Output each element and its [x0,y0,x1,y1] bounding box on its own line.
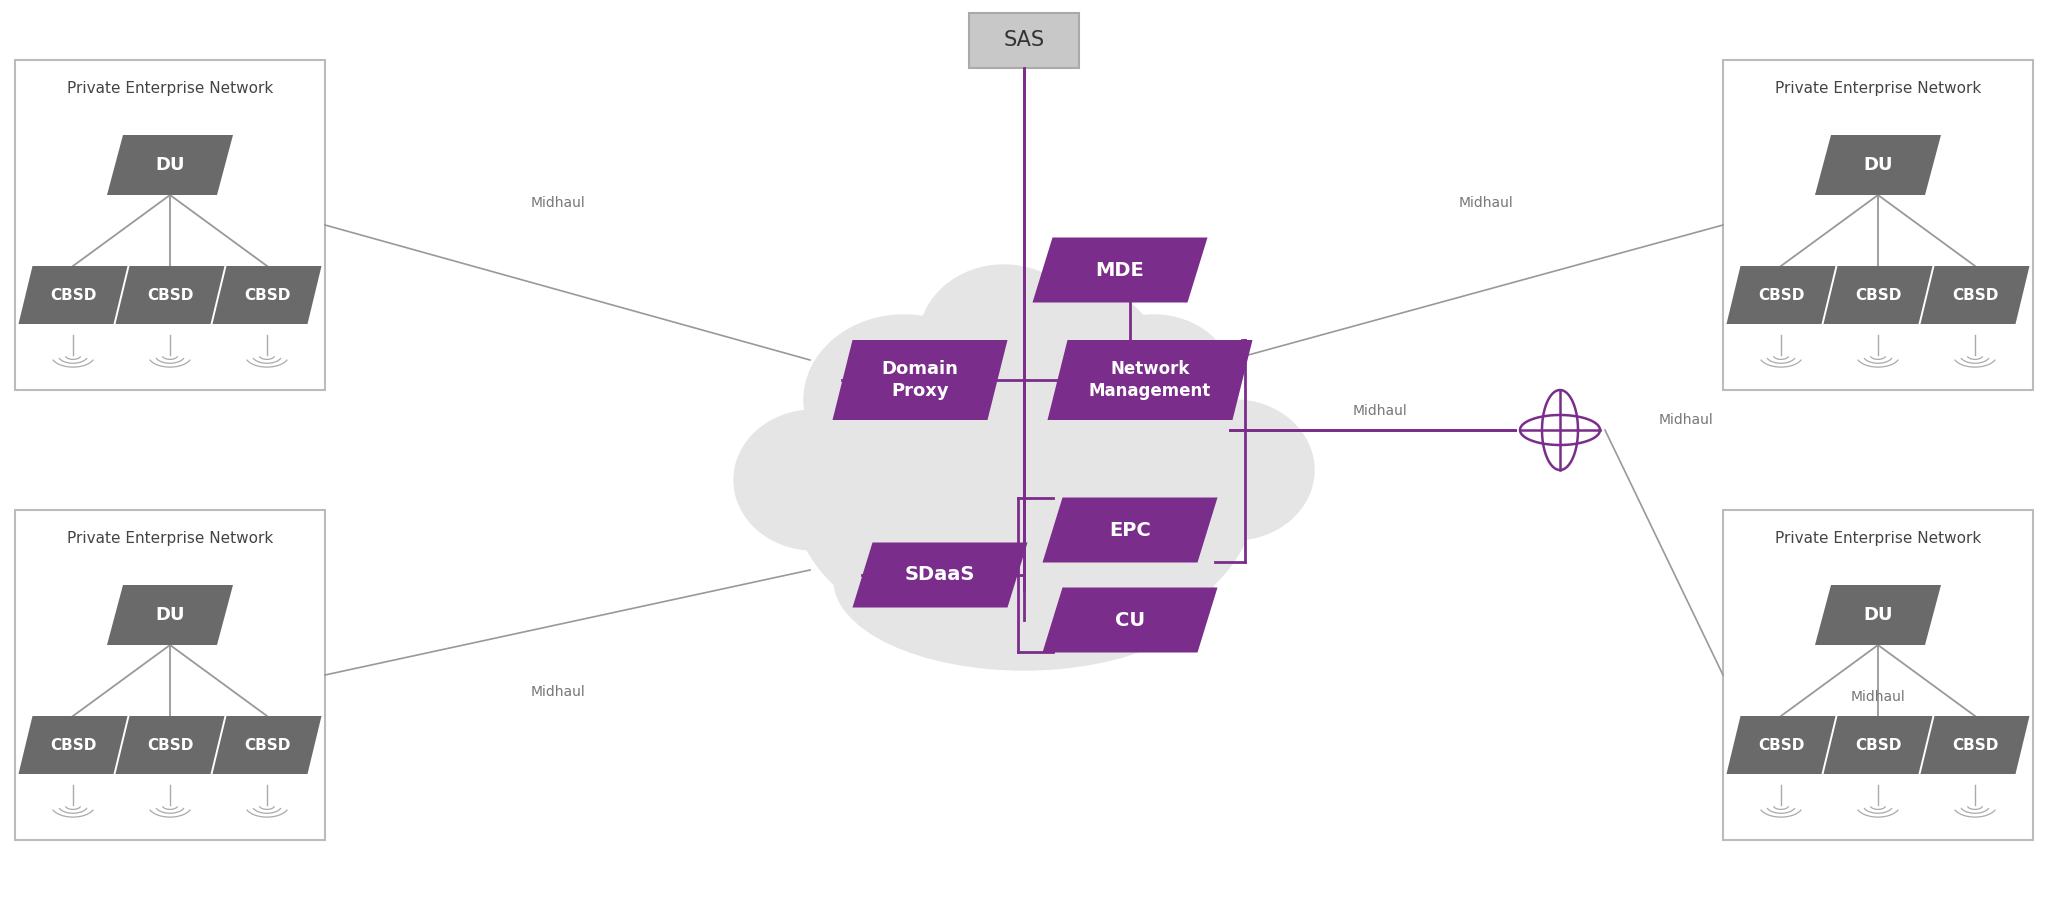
Text: Private Enterprise Network: Private Enterprise Network [1776,530,1980,545]
Text: Midhaul: Midhaul [1851,690,1905,704]
Polygon shape [213,716,322,774]
Polygon shape [213,266,322,324]
Text: CBSD: CBSD [1855,737,1901,752]
Text: CBSD: CBSD [1952,287,1999,302]
Ellipse shape [1073,315,1235,455]
Text: Private Enterprise Network: Private Enterprise Network [1776,80,1980,95]
Text: EPC: EPC [1110,520,1151,539]
Polygon shape [18,716,127,774]
Text: Network
Management: Network Management [1090,360,1210,400]
Text: Midhaul: Midhaul [1458,196,1513,210]
Polygon shape [831,340,1008,420]
Text: CU: CU [1114,610,1145,629]
Polygon shape [1042,588,1217,652]
Polygon shape [1823,716,1933,774]
Polygon shape [1726,266,1835,324]
Ellipse shape [944,277,1163,463]
Text: Private Enterprise Network: Private Enterprise Network [68,80,272,95]
Text: Midhaul: Midhaul [530,196,586,210]
Ellipse shape [1153,400,1315,540]
Text: CBSD: CBSD [244,287,291,302]
Text: CBSD: CBSD [1757,737,1804,752]
FancyBboxPatch shape [14,510,326,840]
Polygon shape [1726,716,1835,774]
Ellipse shape [733,410,895,550]
Text: CBSD: CBSD [1952,737,1999,752]
Polygon shape [106,135,233,195]
Text: MDE: MDE [1096,260,1145,280]
Text: Midhaul: Midhaul [1352,404,1407,418]
Text: DU: DU [156,156,184,174]
Text: CBSD: CBSD [1757,287,1804,302]
Polygon shape [1815,135,1942,195]
Ellipse shape [834,490,1214,670]
Ellipse shape [795,350,1253,650]
Polygon shape [1047,340,1253,420]
Polygon shape [106,585,233,645]
Polygon shape [1921,266,2030,324]
Polygon shape [1042,498,1217,562]
Text: CBSD: CBSD [1855,287,1901,302]
Text: DU: DU [1864,606,1892,624]
Polygon shape [1921,716,2030,774]
FancyBboxPatch shape [14,60,326,390]
FancyBboxPatch shape [1722,510,2034,840]
Polygon shape [115,266,225,324]
FancyBboxPatch shape [1722,60,2034,390]
Ellipse shape [920,265,1090,415]
Text: SAS: SAS [1004,30,1044,50]
Polygon shape [18,266,127,324]
Text: Midhaul: Midhaul [530,685,586,699]
Text: CBSD: CBSD [244,737,291,752]
Polygon shape [852,543,1028,608]
Text: Midhaul: Midhaul [1659,413,1712,427]
Text: CBSD: CBSD [147,737,193,752]
Text: Domain
Proxy: Domain Proxy [881,360,958,400]
Text: SDaaS: SDaaS [905,565,975,584]
Polygon shape [1032,238,1208,302]
Polygon shape [115,716,225,774]
Polygon shape [1815,585,1942,645]
FancyBboxPatch shape [969,13,1079,68]
Text: CBSD: CBSD [49,287,96,302]
Text: CBSD: CBSD [49,737,96,752]
Text: CBSD: CBSD [147,287,193,302]
Text: Private Enterprise Network: Private Enterprise Network [68,530,272,545]
Text: DU: DU [156,606,184,624]
Text: DU: DU [1864,156,1892,174]
Ellipse shape [805,315,1004,485]
Polygon shape [1823,266,1933,324]
